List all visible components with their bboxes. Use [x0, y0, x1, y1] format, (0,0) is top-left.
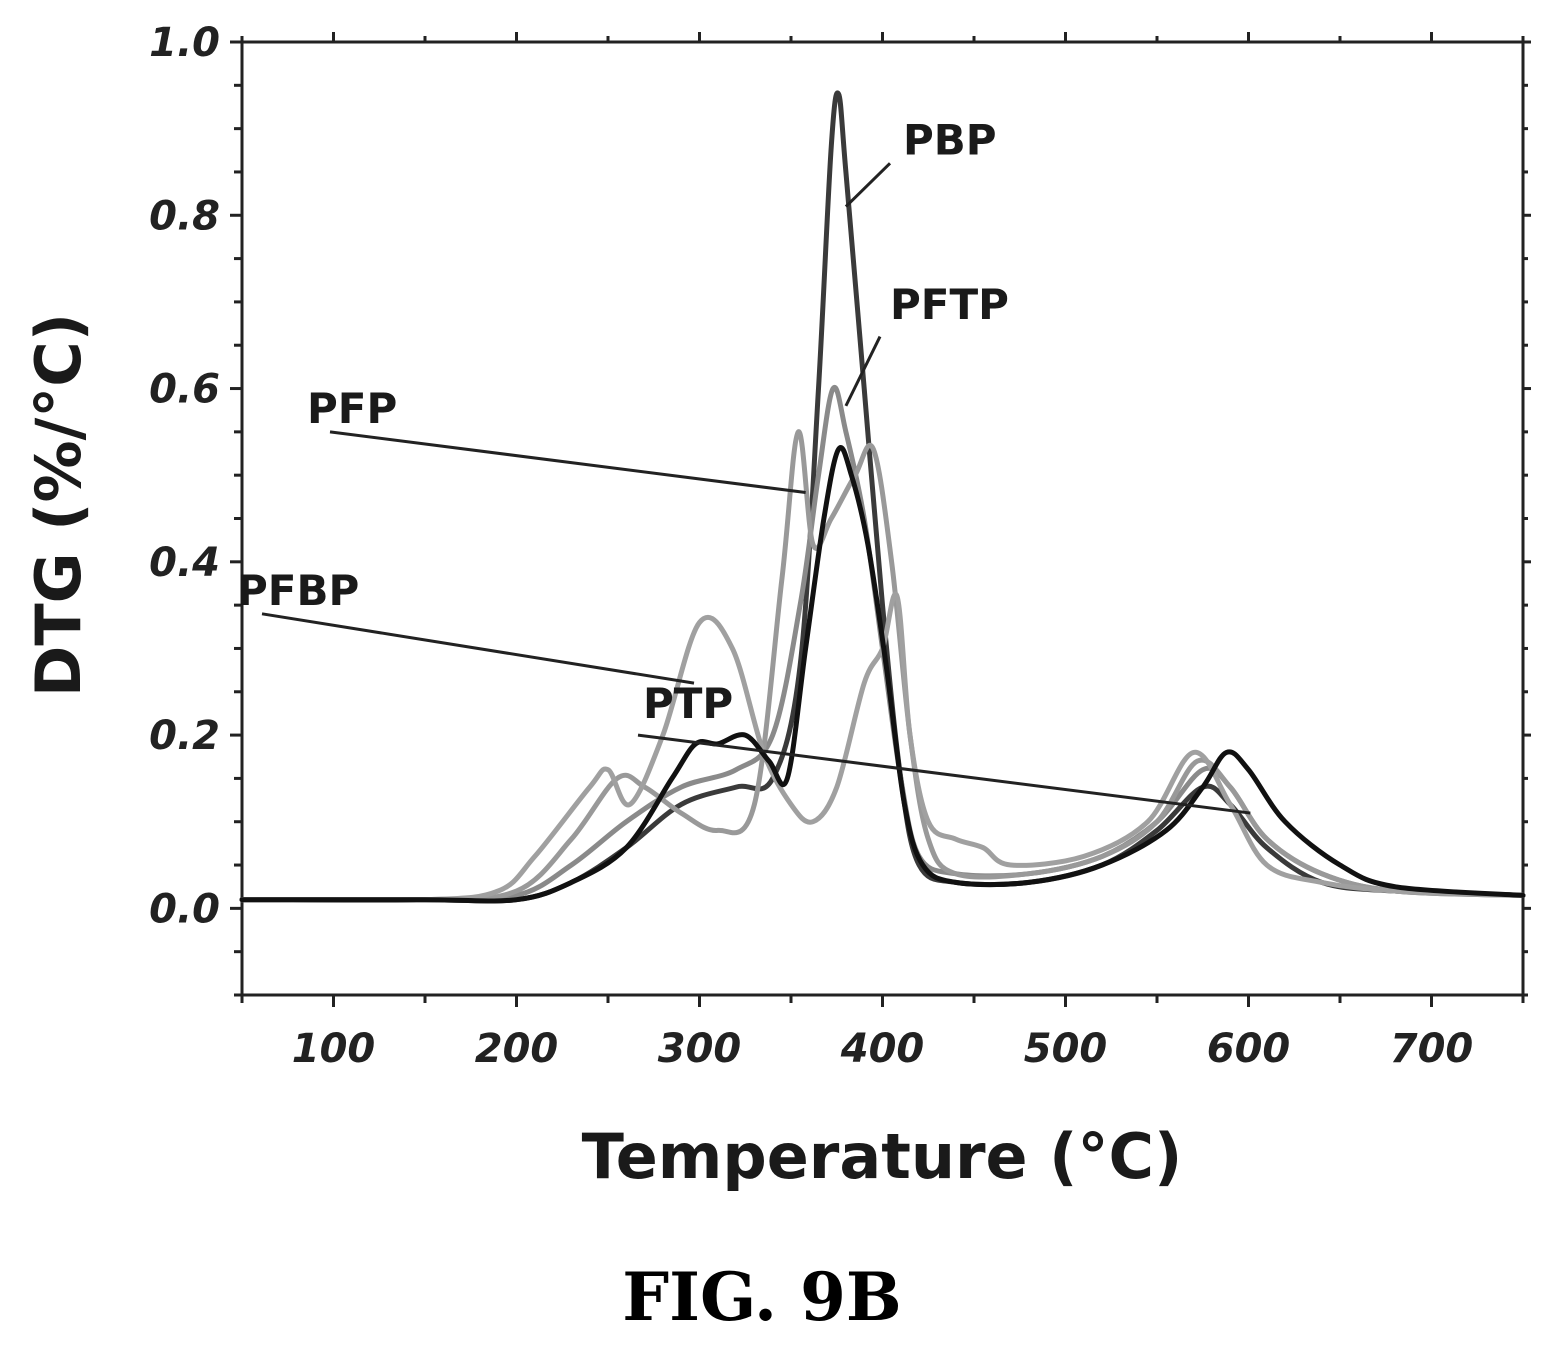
annotation-leader-pbp	[844, 162, 892, 208]
y-tick-label: 0.4	[149, 540, 220, 586]
annotation-layer: PBP PFTP PFP PFBP PTP	[237, 116, 1251, 815]
x-tick-label: 600	[1207, 1026, 1291, 1072]
y-tick-label: 0.2	[149, 713, 220, 759]
plot-border	[240, 40, 1525, 997]
series-line-pbp	[239, 90, 1526, 904]
annotation-leader-pfp	[329, 430, 806, 494]
series-layer	[239, 90, 1526, 904]
y-axis-ticks: 0.0 0.2 0.4 0.6 0.8 1.0	[149, 20, 1531, 997]
series-line-pfbp	[239, 591, 1526, 903]
y-tick-label: 0.8	[149, 193, 220, 239]
y-tick-label: 1.0	[149, 20, 220, 66]
y-tick-label: 0.6	[149, 367, 220, 413]
y-tick-label: 0.0	[149, 886, 220, 932]
x-tick-label: 400	[840, 1026, 925, 1072]
y-axis-title: DTG (%/°C)	[22, 313, 95, 697]
x-tick-label: 500	[1024, 1026, 1108, 1072]
x-tick-label: 200	[475, 1026, 559, 1072]
figure-caption: FIG. 9B	[622, 1258, 901, 1336]
annotation-leader-ptp	[637, 733, 1251, 815]
annotation-leader-pftp	[844, 335, 882, 407]
plot-frame	[240, 40, 1525, 997]
x-tick-label: 300	[658, 1026, 742, 1072]
x-axis-ticks: 100 200 300 400 500 600 700	[240, 32, 1525, 1072]
annotation-label-ptp: PTP	[643, 679, 733, 728]
x-tick-label: 700	[1390, 1026, 1474, 1072]
annotation-leader-pfbp	[261, 612, 695, 685]
annotation-label-pfp: PFP	[307, 384, 397, 433]
annotation-label-pbp: PBP	[903, 116, 997, 165]
series-line-ptp	[239, 445, 1526, 904]
annotation-label-pfbp: PFBP	[237, 566, 359, 615]
x-tick-label: 100	[292, 1026, 376, 1072]
x-axis-title: Temperature (°C)	[582, 1120, 1183, 1193]
annotation-label-pftp: PFTP	[890, 280, 1009, 329]
